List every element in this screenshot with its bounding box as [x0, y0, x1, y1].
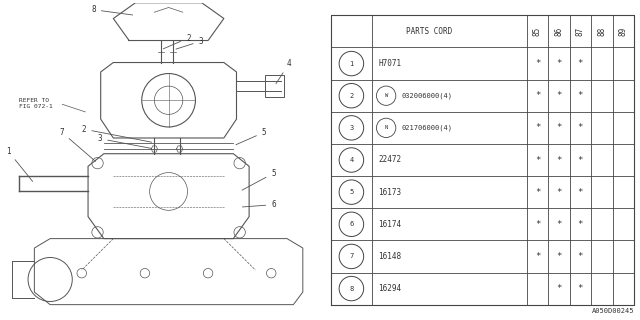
Text: *: *: [578, 252, 583, 261]
Text: *: *: [556, 91, 561, 100]
Text: *: *: [535, 123, 540, 132]
Text: *: *: [535, 220, 540, 229]
Text: *: *: [578, 91, 583, 100]
Text: 22472: 22472: [378, 156, 401, 164]
Text: *: *: [556, 123, 561, 132]
Text: *: *: [535, 188, 540, 197]
Text: 8: 8: [92, 5, 132, 15]
Text: 7: 7: [349, 253, 353, 260]
Text: 87: 87: [576, 27, 585, 36]
Text: *: *: [556, 59, 561, 68]
Text: 4: 4: [349, 157, 353, 163]
Text: *: *: [556, 188, 561, 197]
Text: H7071: H7071: [378, 59, 401, 68]
Text: *: *: [556, 252, 561, 261]
Text: 2: 2: [349, 93, 353, 99]
Text: *: *: [535, 59, 540, 68]
Text: *: *: [578, 123, 583, 132]
Text: 4: 4: [276, 59, 292, 84]
Text: *: *: [556, 220, 561, 229]
Text: 5: 5: [242, 169, 276, 190]
Text: 16173: 16173: [378, 188, 401, 197]
Text: 6: 6: [243, 200, 276, 209]
Text: 6: 6: [349, 221, 353, 227]
Text: *: *: [535, 91, 540, 100]
Text: A050D00245: A050D00245: [591, 308, 634, 314]
Text: 1: 1: [349, 60, 353, 67]
Text: *: *: [578, 59, 583, 68]
Text: *: *: [535, 156, 540, 164]
Text: 5: 5: [236, 128, 266, 145]
Text: 5: 5: [349, 189, 353, 195]
Text: 3: 3: [176, 37, 204, 49]
Text: 16148: 16148: [378, 252, 401, 261]
Text: 021706000(4): 021706000(4): [402, 124, 453, 131]
Text: 88: 88: [597, 27, 606, 36]
Text: 3: 3: [349, 125, 353, 131]
Text: 8: 8: [349, 285, 353, 292]
Text: 85: 85: [533, 27, 542, 36]
Text: *: *: [556, 284, 561, 293]
Text: 86: 86: [554, 27, 563, 36]
Text: *: *: [578, 284, 583, 293]
Text: 1: 1: [6, 147, 33, 181]
Text: 16174: 16174: [378, 220, 401, 229]
Text: 16294: 16294: [378, 284, 401, 293]
Text: *: *: [578, 156, 583, 164]
Text: 3: 3: [97, 134, 152, 148]
Text: *: *: [556, 156, 561, 164]
Text: W: W: [385, 93, 388, 98]
Text: 2: 2: [163, 34, 191, 49]
Text: 2: 2: [82, 125, 152, 142]
Text: *: *: [535, 252, 540, 261]
Text: N: N: [385, 125, 388, 130]
Text: *: *: [578, 220, 583, 229]
Text: 7: 7: [60, 128, 95, 161]
Text: 032006000(4): 032006000(4): [402, 92, 453, 99]
Text: 89: 89: [619, 27, 628, 36]
Text: *: *: [578, 188, 583, 197]
Text: PARTS CORD: PARTS CORD: [406, 27, 452, 36]
Text: REFER TO
FIG 072-1: REFER TO FIG 072-1: [19, 98, 52, 109]
